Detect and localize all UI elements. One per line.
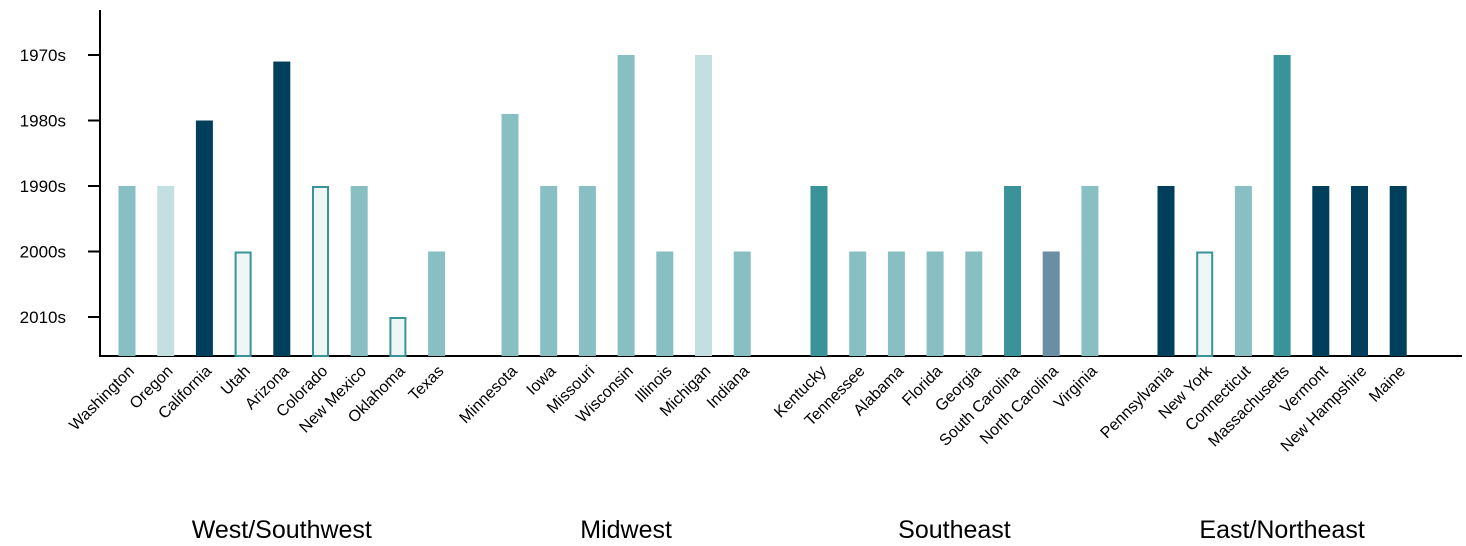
- bar-arizona: [273, 61, 291, 357]
- bar-illinois: [656, 251, 674, 356]
- bar-florida: [926, 251, 944, 356]
- bar-alabama: [887, 251, 905, 356]
- group-label-west-southwest: West/Southwest: [192, 516, 372, 544]
- y-ticks: 1970s 1980s 1990s 2000s 2010s: [20, 46, 100, 327]
- category-label-texas: Texas: [406, 363, 448, 405]
- bar-michigan: [695, 55, 712, 356]
- bar-north-carolina: [1042, 251, 1060, 356]
- bar-massachusetts: [1273, 55, 1291, 356]
- bar-missouri: [578, 186, 596, 356]
- bar-south-carolina: [1004, 186, 1021, 356]
- axes: [99, 10, 1462, 357]
- bar-kentucky: [810, 186, 828, 356]
- y-tick-label: 1980s: [20, 112, 66, 131]
- bar-new-hampshire: [1351, 186, 1368, 356]
- bar-oregon: [157, 186, 175, 356]
- y-tick-label: 2000s: [20, 243, 66, 262]
- bar-minnesota: [501, 113, 519, 356]
- category-label-iowa: Iowa: [524, 363, 560, 399]
- bar-texas: [428, 251, 446, 356]
- bar-indiana: [733, 251, 751, 356]
- bar-pennsylvania: [1157, 186, 1175, 356]
- bar-new-mexico: [350, 186, 368, 356]
- category-label-indiana: Indiana: [704, 363, 753, 412]
- bar-new-york: [1196, 251, 1214, 357]
- group-label-midwest: Midwest: [580, 516, 672, 544]
- category-label-maine: Maine: [1366, 363, 1409, 406]
- category-label-utah: Utah: [218, 363, 254, 399]
- bar-oklahoma: [389, 317, 407, 357]
- bar-iowa: [540, 186, 558, 356]
- bar-california: [195, 120, 213, 356]
- y-tick-label: 1970s: [20, 46, 66, 65]
- bar-vermont: [1312, 186, 1330, 356]
- bar-virginia: [1081, 186, 1099, 356]
- category-label-minnesota: Minnesota: [457, 363, 521, 427]
- bar-colorado: [312, 186, 329, 357]
- bars: [118, 55, 1407, 357]
- bar-utah: [234, 251, 252, 357]
- y-tick-label: 1990s: [20, 177, 66, 196]
- category-label-virginia: Virginia: [1051, 363, 1101, 413]
- bar-washington: [118, 186, 136, 356]
- group-label-southeast: Southeast: [898, 516, 1011, 544]
- y-tick-label: 2010s: [20, 308, 66, 327]
- bar-connecticut: [1234, 186, 1252, 356]
- bar-wisconsin: [617, 55, 635, 356]
- bar-tennessee: [849, 251, 867, 356]
- bar-georgia: [965, 251, 983, 356]
- group-labels: West/Southwest Midwest Southeast East/North…: [192, 516, 1365, 544]
- category-label-washington: Washington: [66, 363, 137, 434]
- group-label-east-northeast: East/Northeast: [1199, 516, 1364, 544]
- bar-maine: [1389, 186, 1407, 356]
